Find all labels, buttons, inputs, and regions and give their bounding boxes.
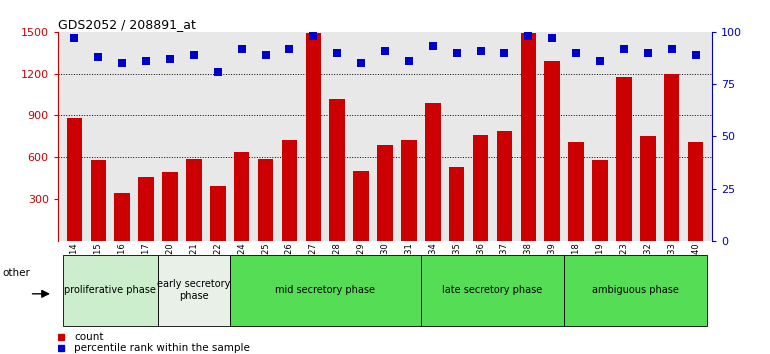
Bar	[162, 172, 178, 241]
Bar	[91, 160, 106, 241]
Bar	[664, 74, 679, 241]
Point	[236, 46, 248, 51]
Text: ambiguous phase: ambiguous phase	[592, 285, 679, 295]
Point	[379, 48, 391, 53]
Bar	[330, 99, 345, 241]
Bar	[497, 131, 512, 241]
Bar	[521, 33, 536, 241]
Bar	[258, 159, 273, 241]
Point	[69, 35, 81, 41]
Point	[594, 58, 606, 64]
Text: percentile rank within the sample: percentile rank within the sample	[74, 343, 250, 353]
Point	[188, 52, 200, 58]
Point	[498, 50, 511, 56]
Point	[522, 33, 534, 39]
Point	[618, 46, 630, 51]
Bar	[564, 255, 708, 326]
Bar	[158, 255, 229, 326]
Bar	[640, 136, 655, 241]
Point	[140, 58, 152, 64]
Bar	[592, 160, 608, 241]
Text: count: count	[74, 332, 104, 342]
Bar	[473, 135, 488, 241]
Bar	[139, 177, 154, 241]
Text: other: other	[2, 268, 31, 278]
Bar	[67, 118, 82, 241]
Text: mid secretory phase: mid secretory phase	[276, 285, 375, 295]
Bar	[186, 159, 202, 241]
Bar	[62, 255, 158, 326]
Text: late secretory phase: late secretory phase	[443, 285, 543, 295]
Point	[283, 46, 296, 51]
Point	[450, 50, 463, 56]
Point	[259, 52, 272, 58]
Point	[546, 35, 558, 41]
Bar	[616, 77, 631, 241]
Bar	[544, 61, 560, 241]
Bar	[282, 141, 297, 241]
Text: GDS2052 / 208891_at: GDS2052 / 208891_at	[58, 18, 196, 31]
Text: early secretory
phase: early secretory phase	[157, 279, 230, 301]
Point	[164, 56, 176, 62]
Bar	[115, 193, 130, 241]
Point	[355, 60, 367, 66]
Bar	[353, 171, 369, 241]
Point	[116, 60, 129, 66]
Point	[665, 46, 678, 51]
Bar	[306, 33, 321, 241]
Point	[570, 50, 582, 56]
Point	[689, 52, 701, 58]
Bar	[449, 167, 464, 241]
Bar	[568, 142, 584, 241]
Bar	[425, 103, 440, 241]
Point	[92, 54, 105, 60]
Bar	[210, 187, 226, 241]
Bar	[421, 255, 564, 326]
Bar	[377, 145, 393, 241]
Text: proliferative phase: proliferative phase	[65, 285, 156, 295]
Bar	[401, 141, 417, 241]
Point	[641, 50, 654, 56]
Bar	[234, 152, 249, 241]
Point	[403, 58, 415, 64]
Bar	[688, 142, 703, 241]
Point	[331, 50, 343, 56]
Point	[474, 48, 487, 53]
Point	[212, 69, 224, 74]
Point	[427, 44, 439, 49]
Bar	[229, 255, 421, 326]
Point	[307, 33, 320, 39]
